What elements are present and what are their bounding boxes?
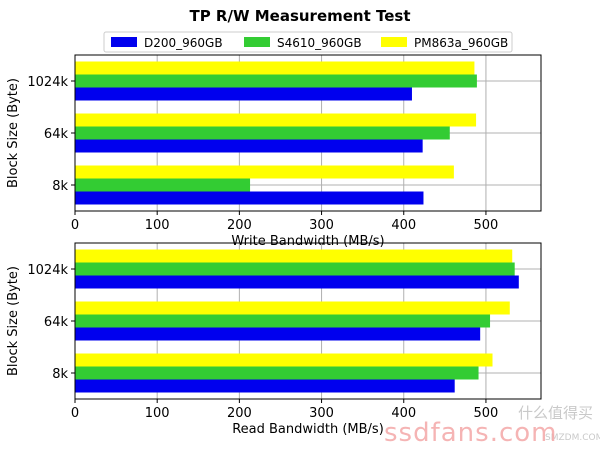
x-tick-label: 0 — [71, 406, 79, 421]
y-tick-label: 1024k — [27, 75, 68, 90]
bar-pm863a-960gb-64k — [75, 113, 477, 127]
bar-pm863a-960gb-1024k — [75, 249, 513, 263]
chart-title: TP R/W Measurement Test — [189, 7, 410, 25]
bar-s4610-960gb-1024k — [75, 74, 477, 88]
legend-swatch — [111, 37, 137, 47]
bar-s4610-960gb-1024k — [75, 262, 515, 276]
x-tick-label: 300 — [309, 218, 334, 233]
x-axis-label: Write Bandwidth (MB/s) — [231, 234, 384, 249]
x-tick-label: 500 — [474, 406, 499, 421]
x-tick-label: 500 — [474, 218, 499, 233]
bar-pm863a-960gb-8k — [75, 165, 454, 179]
bar-s4610-960gb-64k — [75, 314, 491, 328]
bar-d200-960gb-1024k — [75, 275, 519, 289]
bar-s4610-960gb-8k — [75, 366, 479, 380]
y-tick-label: 8k — [52, 179, 68, 194]
x-tick-label: 200 — [227, 406, 252, 421]
x-tick-label: 200 — [227, 218, 252, 233]
legend-label: S4610_960GB — [277, 36, 362, 50]
y-axis-label: Block Size (Byte) — [6, 266, 21, 376]
watermark: 什么值得买 SMZDM.COM ssdfans.com — [384, 404, 600, 448]
x-tick-label: 0 — [71, 218, 79, 233]
x-tick-label: 100 — [145, 218, 170, 233]
legend-label: PM863a_960GB — [414, 36, 508, 50]
legend: D200_960GB S4610_960GB PM863a_960GB — [103, 31, 513, 53]
bar-pm863a-960gb-1024k — [75, 61, 475, 75]
bar-d200-960gb-8k — [75, 191, 424, 205]
y-tick-label: 64k — [44, 315, 69, 330]
read-bandwidth-plot: 0 100 200 300 400 500 8k 64k 1024k Read Bandwidth… — [6, 242, 542, 437]
bar-s4610-960gb-64k — [75, 126, 450, 140]
x-tick-label: 100 — [145, 406, 170, 421]
legend-swatch — [244, 37, 270, 47]
bar-d200-960gb-1024k — [75, 87, 412, 101]
bar-s4610-960gb-8k — [75, 178, 251, 192]
x-tick-label: 400 — [391, 218, 416, 233]
y-tick-label: 8k — [52, 367, 68, 382]
bar-d200-960gb-64k — [75, 139, 423, 153]
x-axis-label: Read Bandwidth (MB/s) — [232, 422, 384, 437]
watermark-site-name: 什么值得买 — [518, 404, 593, 422]
y-axis-label: Block Size (Byte) — [6, 78, 21, 188]
bar-d200-960gb-64k — [75, 327, 481, 341]
bar-pm863a-960gb-64k — [75, 301, 510, 315]
legend-swatch — [381, 37, 407, 47]
watermark-url: ssdfans.com — [384, 418, 558, 448]
bar-pm863a-960gb-8k — [75, 353, 493, 367]
legend-label: D200_960GB — [144, 36, 223, 50]
legend-frame — [103, 31, 513, 53]
y-tick-label: 1024k — [27, 263, 68, 278]
x-tick-label: 400 — [391, 406, 416, 421]
y-tick-label: 64k — [44, 127, 69, 142]
x-tick-label: 300 — [309, 406, 334, 421]
watermark-small-url: SMZDM.COM — [545, 433, 600, 443]
bar-d200-960gb-8k — [75, 379, 455, 393]
write-bandwidth-plot: 0 100 200 300 400 500 8k 64k 1024k Write Bandwidt… — [6, 54, 542, 249]
